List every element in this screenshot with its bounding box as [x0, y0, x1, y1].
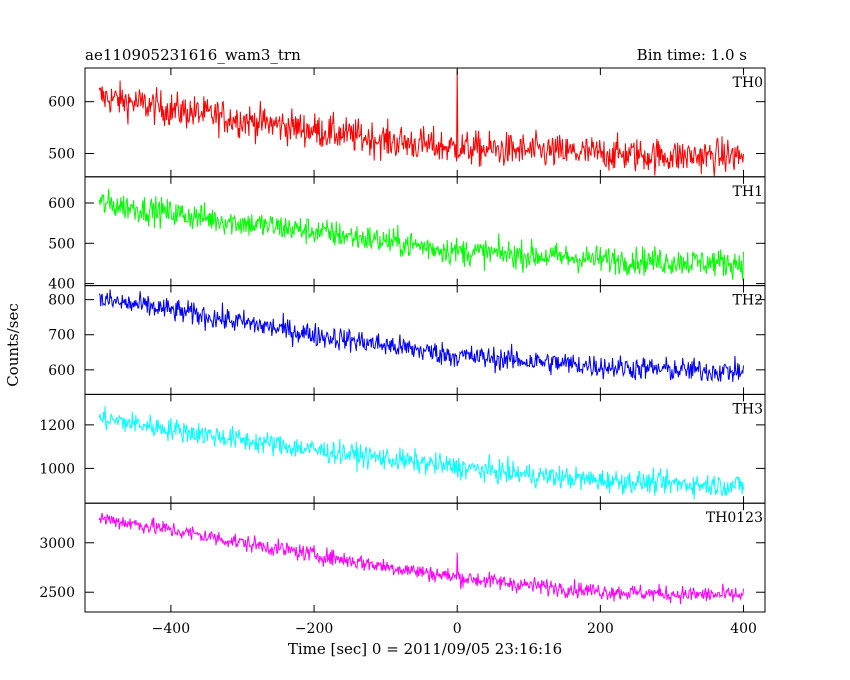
y-tick-label: 1200 — [39, 418, 75, 434]
panel-th1: 400 500 600 TH1 — [48, 176, 766, 293]
panel-name-label: TH1 — [733, 184, 763, 200]
panel-name-label: TH3 — [733, 401, 763, 417]
series-line-th0123 — [98, 512, 745, 605]
x-tick-label: −400 — [152, 621, 190, 637]
y-tick-label: 600 — [48, 95, 75, 111]
panel-frame — [84, 285, 766, 395]
panel-frame — [84, 502, 766, 613]
panel-th2: 600 700 800 TH2 — [48, 285, 766, 395]
x-tick-label: −200 — [295, 621, 333, 637]
series-line-th0 — [98, 68, 745, 177]
panel-name-label: TH0123 — [706, 510, 763, 526]
x-tick-label: 400 — [730, 621, 757, 637]
series-line-th3 — [98, 405, 745, 500]
series-line-th2 — [98, 289, 745, 383]
x-axis: −400 −200 0 200 400 — [152, 621, 757, 637]
bin-time-label: Bin time: 1.0 s — [637, 46, 747, 64]
y-tick-label: 400 — [48, 277, 75, 293]
y-tick-label: 2500 — [39, 585, 75, 601]
y-tick-label: 700 — [48, 328, 75, 344]
panel-frame — [84, 393, 766, 504]
y-tick-label: 1000 — [39, 461, 75, 477]
x-tick-label: 0 — [453, 621, 462, 637]
x-tick-label: 200 — [587, 621, 614, 637]
series-line-th1 — [98, 188, 745, 281]
y-tick-label: 800 — [48, 293, 75, 309]
y-tick-label: 600 — [48, 196, 75, 212]
panels-group: 500 600 TH0 400 500 600 TH1 600 700 800 TH2 1000 120… — [39, 67, 766, 613]
panel-name-label: TH2 — [733, 293, 763, 309]
y-tick-label: 3000 — [39, 536, 75, 552]
chart-title: ae110905231616_wam3_trn — [85, 46, 301, 64]
y-tick-label: 500 — [48, 146, 75, 162]
x-axis-label: Time [sec] 0 = 2011/09/05 23:16:16 — [288, 640, 562, 658]
panel-name-label: TH0 — [733, 75, 763, 91]
y-axis-label: Counts/sec — [4, 303, 22, 387]
y-tick-label: 500 — [48, 236, 75, 252]
panel-th0: 500 600 TH0 — [48, 67, 766, 178]
y-tick-label: 600 — [48, 363, 75, 379]
panel-th3: 1000 1200 TH3 — [39, 393, 766, 504]
panel-frame — [84, 176, 766, 287]
panel-th0123: 2500 3000 TH0123 — [39, 502, 766, 613]
